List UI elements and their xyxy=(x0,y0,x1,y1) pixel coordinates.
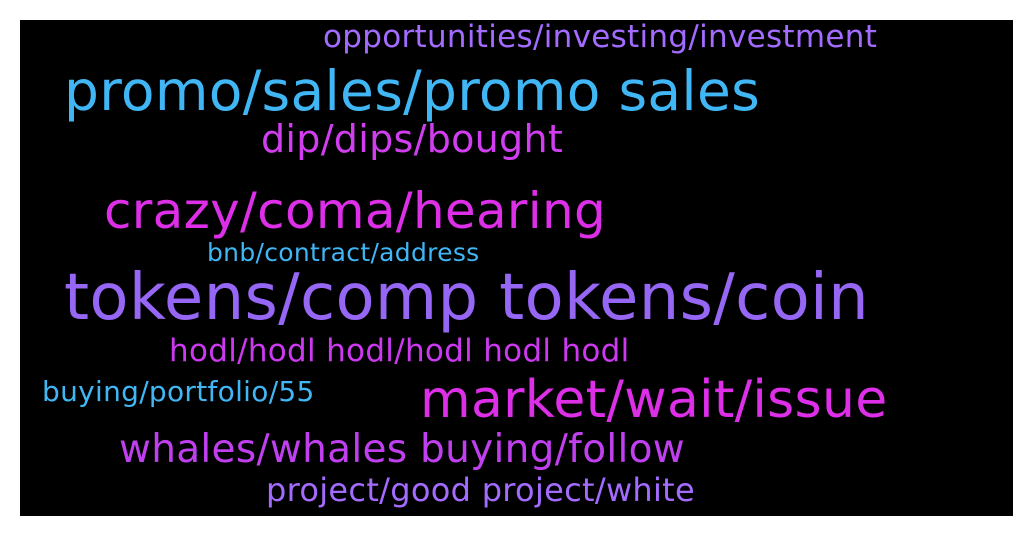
word-hodl: hodl/hodl hodl/hodl hodl hodl xyxy=(169,333,630,369)
word-project-good-project-white: project/good project/white xyxy=(266,471,696,509)
word-dip-dips-bought: dip/dips/bought xyxy=(261,117,564,161)
word-whales-buying-follow: whales/whales buying/follow xyxy=(119,427,685,472)
word-cloud: opportunities/investing/investment promo… xyxy=(20,20,1013,516)
word-market-wait-issue: market/wait/issue xyxy=(420,370,888,430)
word-promo-sales-promo-sales: promo/sales/promo sales xyxy=(64,59,761,123)
word-tokens-comp-tokens-coin: tokens/comp tokens/coin xyxy=(64,261,869,335)
word-crazy-coma-hearing: crazy/coma/hearing xyxy=(104,182,607,240)
word-buying-portfolio-55: buying/portfolio/55 xyxy=(42,375,315,408)
word-bnb-contract-address: bnb/contract/address xyxy=(207,238,480,267)
word-opportunities-investing-investment: opportunities/investing/investment xyxy=(323,20,878,55)
